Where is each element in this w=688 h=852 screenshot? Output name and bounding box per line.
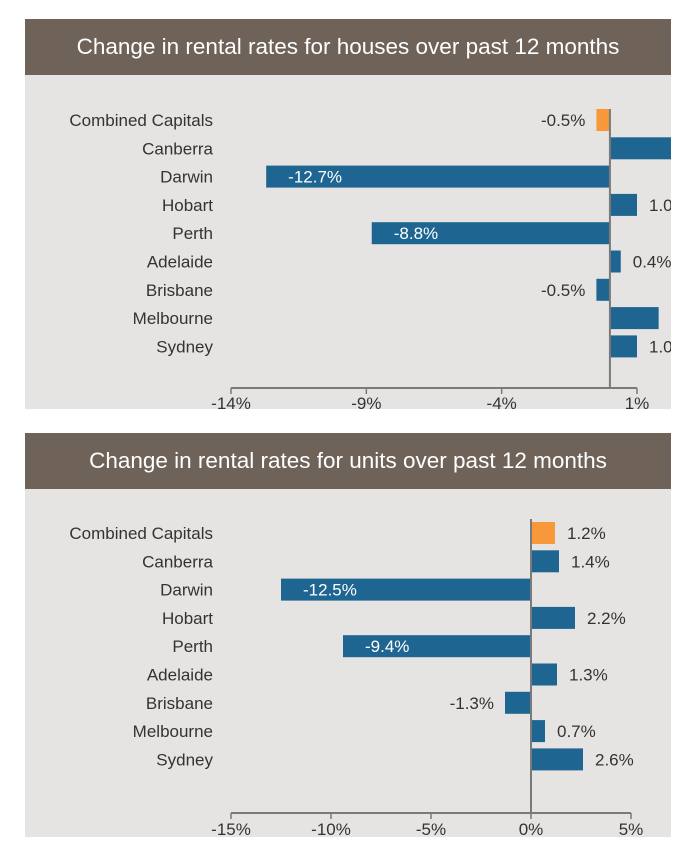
category-label: Brisbane bbox=[146, 281, 213, 300]
x-tick-label: -10% bbox=[311, 820, 351, 837]
category-label: Darwin bbox=[160, 581, 213, 600]
category-label: Melbourne bbox=[133, 309, 213, 328]
units-bar-chart: Combined Capitals 1.2% Canberra 1.4% Darwin -… bbox=[69, 519, 644, 837]
x-tick-label: 0% bbox=[519, 820, 544, 837]
x-tick-label: 5% bbox=[619, 820, 644, 837]
category-label: Perth bbox=[172, 637, 213, 656]
value-label: -12.7% bbox=[288, 168, 342, 187]
category-label: Canberra bbox=[142, 552, 213, 571]
houses-chart-title: Change in rental rates for houses over p… bbox=[25, 19, 671, 75]
bar bbox=[531, 748, 583, 771]
category-label: Perth bbox=[172, 224, 213, 243]
value-label: 1.4% bbox=[571, 552, 610, 571]
bar bbox=[266, 165, 610, 188]
value-label: -9.4% bbox=[365, 637, 409, 656]
bar bbox=[531, 663, 557, 686]
value-label: 1.2% bbox=[567, 524, 606, 543]
bar bbox=[343, 635, 531, 658]
bar bbox=[596, 109, 610, 131]
bar bbox=[531, 522, 555, 544]
units-chart-panel: Change in rental rates for units over pa… bbox=[25, 433, 671, 837]
bar bbox=[609, 307, 659, 330]
x-tick-label: -9% bbox=[351, 394, 381, 409]
x-tick-label: 1% bbox=[625, 394, 650, 409]
value-label: 0.7% bbox=[557, 722, 596, 741]
bar bbox=[609, 250, 621, 273]
bar bbox=[505, 691, 531, 714]
bar bbox=[531, 606, 575, 629]
value-label: -12.5% bbox=[303, 581, 357, 600]
category-label: Combined Capitals bbox=[69, 524, 213, 543]
category-label: Adelaide bbox=[147, 253, 213, 272]
category-label: Canberra bbox=[142, 139, 213, 158]
category-label: Sydney bbox=[156, 750, 213, 769]
value-label: 1.0% bbox=[649, 337, 671, 356]
category-label: Darwin bbox=[160, 168, 213, 187]
houses-bar-chart: Combined Capitals-0.5%Canberra2.6%Darwin… bbox=[69, 109, 671, 409]
x-tick-label: -4% bbox=[487, 394, 517, 409]
units-chart-title: Change in rental rates for units over pa… bbox=[25, 433, 671, 489]
houses-chart-panel: Change in rental rates for houses over p… bbox=[25, 19, 671, 409]
value-label: 0.4% bbox=[633, 253, 671, 272]
bar bbox=[609, 193, 637, 216]
value-label: 1.0% bbox=[649, 196, 671, 215]
x-tick-label: -5% bbox=[416, 820, 446, 837]
value-label: -0.5% bbox=[541, 111, 585, 130]
value-label: 1.3% bbox=[569, 666, 608, 685]
bar bbox=[609, 335, 637, 358]
x-tick-label: -14% bbox=[211, 394, 251, 409]
value-label: -1.3% bbox=[450, 694, 494, 713]
category-label: Hobart bbox=[162, 609, 213, 628]
category-label: Combined Capitals bbox=[69, 111, 213, 130]
bar bbox=[371, 222, 610, 245]
x-tick-label: -15% bbox=[211, 820, 251, 837]
bar bbox=[531, 720, 545, 743]
bar bbox=[596, 278, 610, 301]
category-label: Brisbane bbox=[146, 694, 213, 713]
bar bbox=[609, 137, 671, 160]
value-label: 2.6% bbox=[595, 750, 634, 769]
category-label: Adelaide bbox=[147, 666, 213, 685]
bar bbox=[531, 550, 559, 573]
category-label: Hobart bbox=[162, 196, 213, 215]
value-label: -0.5% bbox=[541, 281, 585, 300]
category-label: Melbourne bbox=[133, 722, 213, 741]
value-label: 2.2% bbox=[587, 609, 626, 628]
category-label: Sydney bbox=[156, 337, 213, 356]
bar bbox=[281, 578, 531, 601]
value-label: -8.8% bbox=[394, 224, 438, 243]
